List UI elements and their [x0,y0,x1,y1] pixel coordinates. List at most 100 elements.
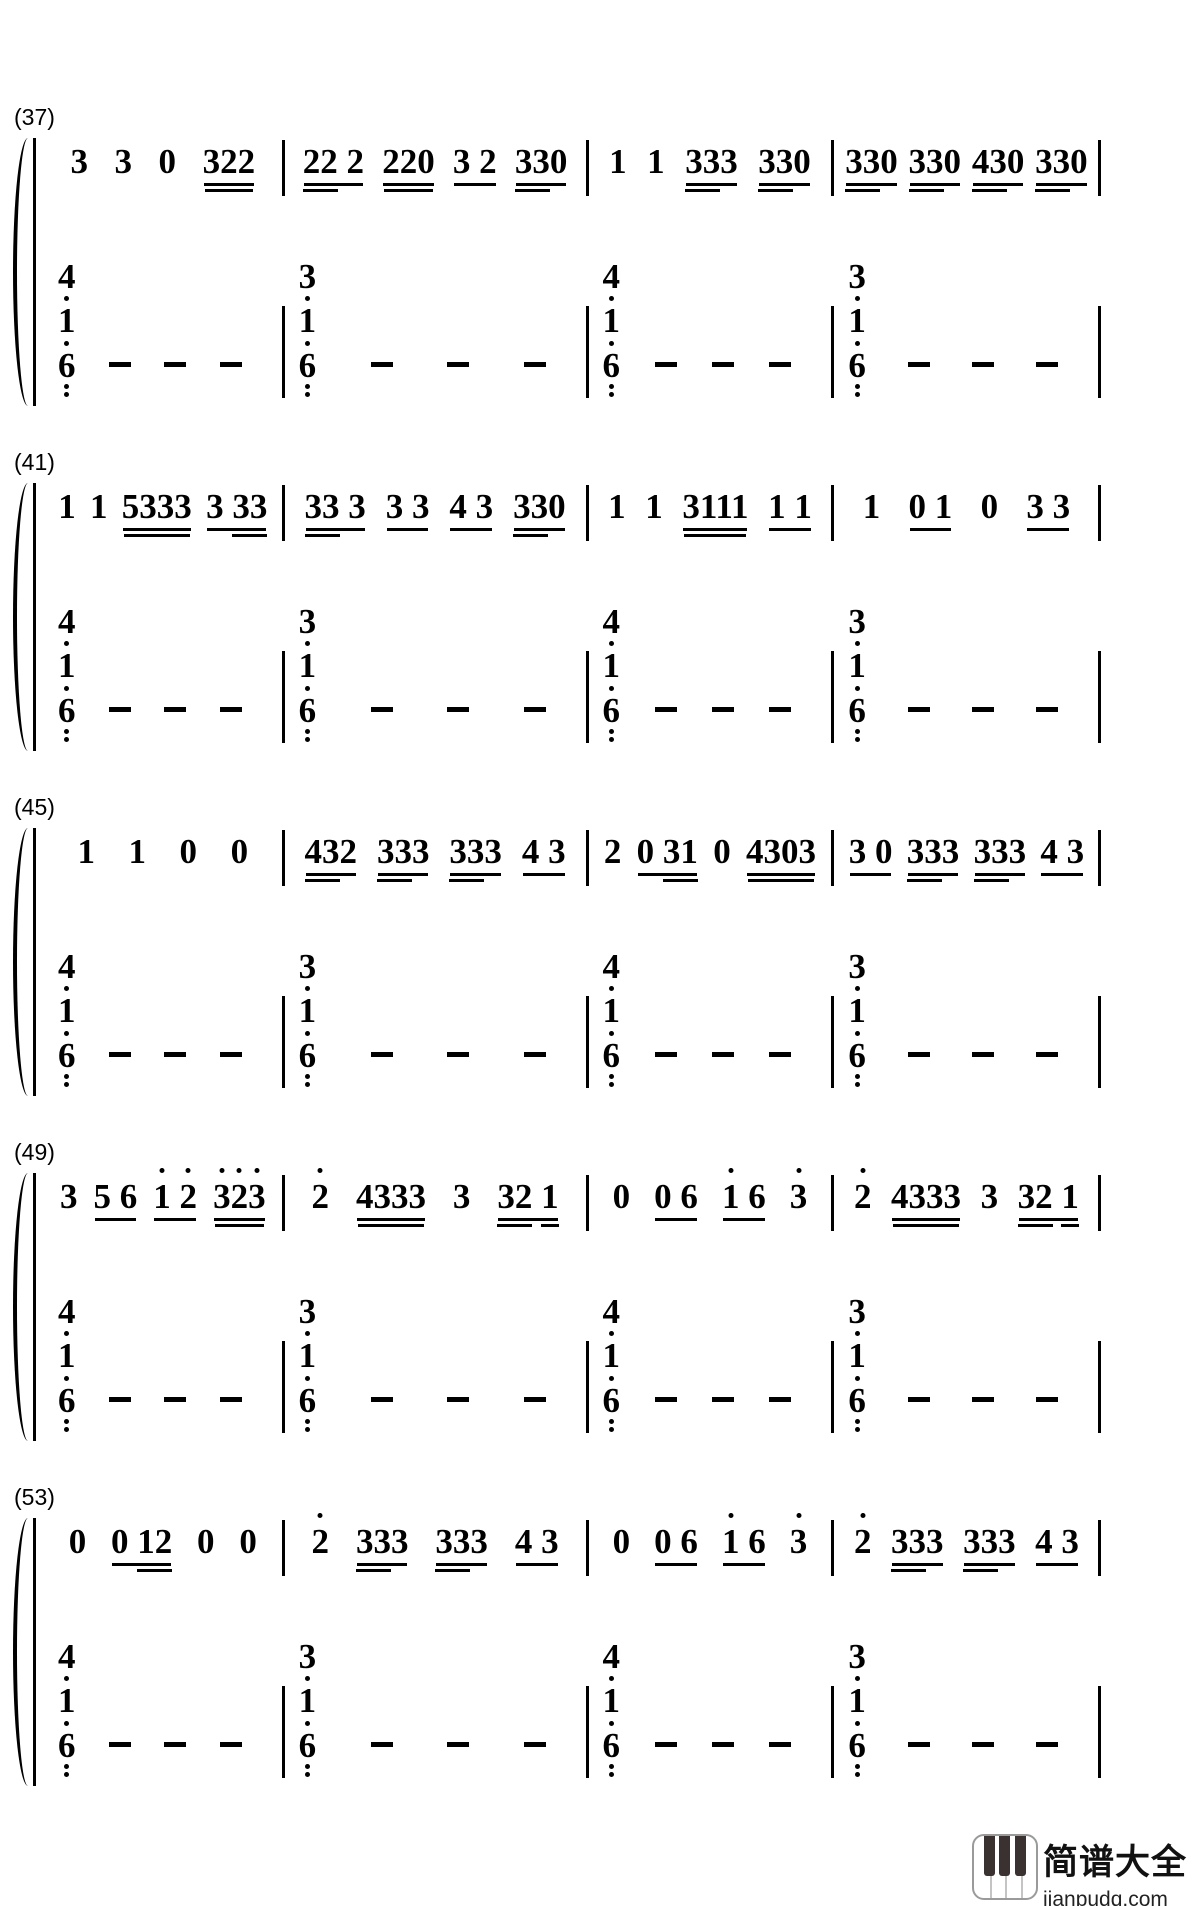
note-group: 1 [647,144,665,179]
note-group: 1 6 [722,1168,766,1221]
footer-text: 简谱大全 jianpudq.com [1043,1834,1187,1906]
note: 1 [90,487,108,526]
octave-down-dot [608,1081,614,1087]
note-group: 333 [376,832,430,882]
dash-note-extension [655,1396,678,1402]
note-group: 330 [758,144,811,192]
barline [281,485,285,541]
octave-down-dot [608,1720,614,1726]
dash-note-extension [972,706,995,712]
note: 33 [449,832,485,882]
octave-down-dot [304,1073,310,1079]
octave-down-dot [64,340,70,346]
chord-note: 1 [602,646,621,686]
chord-note: 6 [848,1380,866,1420]
dash-note-extension [370,1741,393,1747]
note: 3 [411,832,430,871]
octave-down-dot [854,1030,860,1036]
octave-down-dot [608,1375,614,1381]
chord-note: 1 [602,301,621,341]
melody-measure: 1 0 1 0 3 3 [834,487,1098,531]
barline [831,1520,835,1576]
note: 3 [470,1522,488,1561]
octave-down-dot [304,641,310,647]
note: 0 [179,832,198,871]
chord-note: 1 [58,991,76,1031]
octave-down-dot [854,986,860,992]
octave-down-dot [64,1763,70,1769]
note-group: 0 [180,834,198,869]
dash-note-extension [769,1051,792,1057]
note [532,1179,541,1214]
note-group: 1 1 [768,489,812,531]
octave-up-dot [728,1168,734,1173]
note-group: 0 [713,834,731,869]
chord-note: 1 [298,1681,317,1721]
melody-measure: 1 1 333 330 [589,144,832,192]
note-group: 1 6 [722,1513,766,1566]
note: 32 [497,1177,533,1227]
dash-note-extension [972,1051,995,1057]
note: 5333 [121,487,192,526]
dash-note-extension [108,1051,131,1057]
note-group: 333 [906,834,959,882]
note-group: 1 2 [153,1168,197,1221]
octave-down-dot [64,1771,70,1777]
note: 0 6 [654,1177,698,1216]
dash-note-extension [1036,1741,1059,1747]
note: 1 [541,1177,559,1227]
note: 43 [304,832,340,882]
barline [831,1685,835,1778]
note-group: 3 [790,1168,807,1214]
note-group: 330 [1035,144,1088,192]
chord-note: 1 [58,646,76,686]
octave-down-dot [64,736,70,742]
chord-note: 4 [602,602,621,641]
octave-down-dot [64,1375,70,1381]
chord-note: 6 [602,1725,621,1765]
octave-down-dot [304,728,310,734]
chord-note: 6 [58,345,76,385]
dash-note-extension [370,1396,393,1402]
note-group: 0 12 [111,1524,173,1572]
octave-up-dot [860,1513,866,1518]
note-group: 2 [312,1513,329,1559]
chord-note: 6 [602,1380,621,1420]
measure-number-label: (49) [14,1139,55,1165]
barline [585,305,589,398]
measure-number-label: (41) [14,449,55,475]
octave-down-dot [608,728,614,734]
note-group: 333 [963,1524,1016,1572]
melody-measure: 2 4333 3 32 1 [834,1168,1098,1227]
chord-note: 1 [848,646,866,686]
note-group: 4333 [356,1179,426,1227]
note-group: 330 [845,144,898,192]
note-group: 333 [891,1524,944,1572]
octave-down-dot [304,383,310,389]
dash-note-extension [108,1741,131,1747]
note: 4 3 [1035,1522,1079,1561]
barline [585,830,589,886]
note: 3 3 [1026,487,1071,526]
note-group: 4 3 [449,489,493,531]
dash-note-extension [164,706,187,712]
dash-note-extension [370,361,393,367]
note: 33 [435,1522,471,1572]
octave-down-dot [854,1331,860,1337]
chord-note: 1 [58,301,76,341]
chord-note: 4 [602,1637,621,1676]
octave-down-dot [304,340,310,346]
piano-icon [972,1834,1038,1900]
octave-up-dot [860,1168,866,1173]
chord-note: 4 [58,602,76,641]
note-group: 1 [90,489,108,524]
